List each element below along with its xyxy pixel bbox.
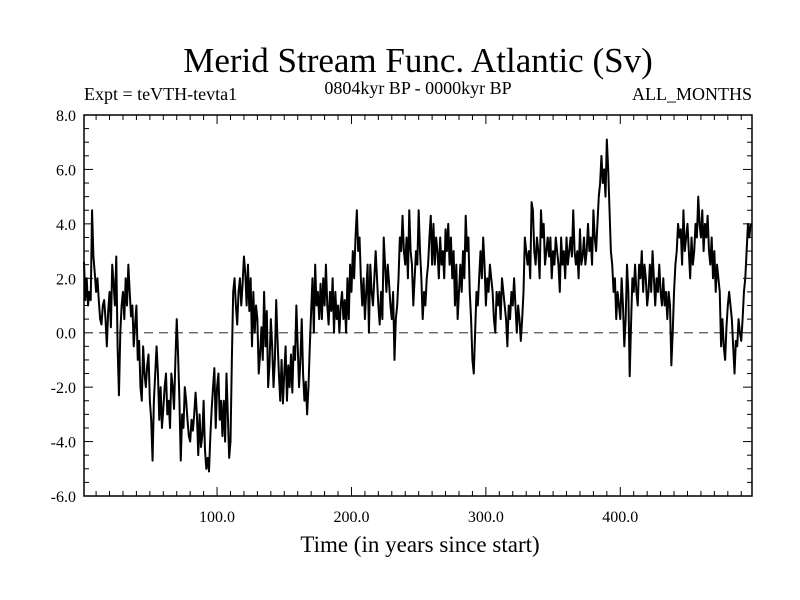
experiment-label: Expt = teVTH-tevta1 <box>84 84 237 104</box>
x-tick-label: 400.0 <box>602 509 638 526</box>
y-tick-labels: -6.0 -4.0 -2.0 0.0 2.0 4.0 6.0 8.0 <box>51 108 76 506</box>
chart-title: Merid Stream Func. Atlantic (Sv) <box>183 41 653 80</box>
y-tick-label: 4.0 <box>56 217 76 234</box>
plot-frame <box>83 114 753 497</box>
x-tick-labels: 100.0 200.0 300.0 400.0 <box>199 509 638 526</box>
y-tick-label: 0.0 <box>56 326 76 343</box>
axis-ticks <box>84 114 752 497</box>
y-tick-label: -4.0 <box>51 435 76 452</box>
series-line <box>83 138 752 473</box>
y-tick-label: 2.0 <box>56 271 76 288</box>
y-tick-label: 8.0 <box>56 108 76 125</box>
x-axis-label: Time (in years since start) <box>300 532 539 557</box>
time-range-label: 0804kyr BP - 0000kyr BP <box>324 78 511 98</box>
y-tick-label: 6.0 <box>56 162 76 179</box>
x-tick-label: 100.0 <box>199 509 235 526</box>
x-tick-label: 300.0 <box>468 509 504 526</box>
x-tick-label: 200.0 <box>333 509 369 526</box>
months-label: ALL_MONTHS <box>632 84 752 104</box>
y-tick-label: -2.0 <box>51 380 76 397</box>
y-tick-label: -6.0 <box>51 489 76 506</box>
